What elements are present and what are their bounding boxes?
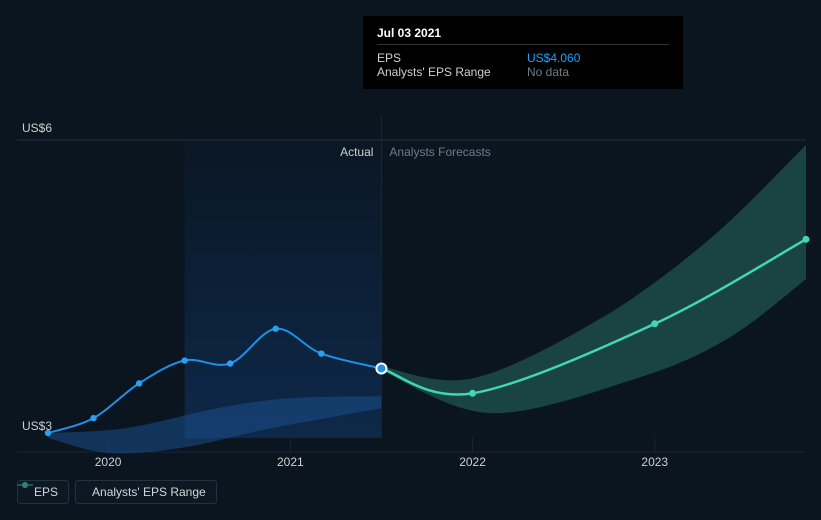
tooltip-row-range: Analysts' EPS Range No data bbox=[377, 65, 669, 79]
eps-chart: US$6US$32020202120222023ActualAnalysts F… bbox=[0, 0, 821, 520]
svg-text:2023: 2023 bbox=[641, 455, 668, 469]
legend-label: EPS bbox=[34, 485, 58, 499]
tooltip-row-eps: EPS US$4.060 bbox=[377, 51, 669, 65]
legend-item-range[interactable]: Analysts' EPS Range bbox=[75, 480, 217, 504]
svg-text:2022: 2022 bbox=[459, 455, 486, 469]
tooltip-label: Analysts' EPS Range bbox=[377, 65, 527, 79]
svg-text:Actual: Actual bbox=[340, 145, 373, 159]
legend-label: Analysts' EPS Range bbox=[92, 485, 206, 499]
chart-legend: EPS Analysts' EPS Range bbox=[17, 480, 217, 504]
tooltip-date: Jul 03 2021 bbox=[377, 26, 669, 40]
tooltip-label: EPS bbox=[377, 51, 527, 65]
svg-text:US$6: US$6 bbox=[22, 121, 52, 135]
svg-text:2020: 2020 bbox=[95, 455, 122, 469]
tooltip-divider bbox=[377, 44, 669, 45]
svg-text:2021: 2021 bbox=[277, 455, 304, 469]
tooltip-value: No data bbox=[527, 65, 569, 79]
tooltip-value: US$4.060 bbox=[527, 51, 580, 65]
chart-tooltip: Jul 03 2021 EPS US$4.060 Analysts' EPS R… bbox=[363, 16, 683, 89]
svg-text:Analysts Forecasts: Analysts Forecasts bbox=[389, 145, 490, 159]
